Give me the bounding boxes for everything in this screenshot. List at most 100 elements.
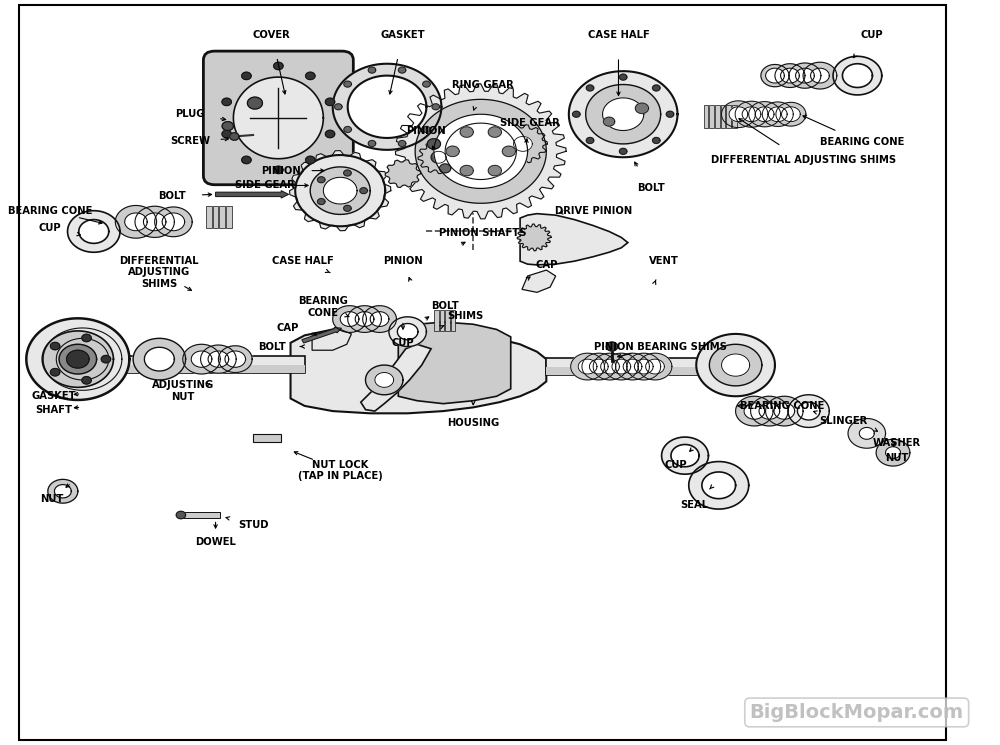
Polygon shape [344,170,351,176]
Polygon shape [729,107,748,121]
Polygon shape [115,206,157,238]
Polygon shape [125,213,147,231]
Polygon shape [361,344,431,411]
Polygon shape [759,403,780,419]
Bar [181,512,220,518]
Text: STUD: STUD [238,520,268,530]
Polygon shape [333,305,366,332]
Polygon shape [586,84,661,144]
Polygon shape [56,338,109,380]
Polygon shape [344,127,351,133]
Polygon shape [502,146,515,156]
Polygon shape [385,159,421,188]
Text: PLUG: PLUG [176,110,205,119]
Text: GASKET: GASKET [381,30,425,39]
Bar [445,310,450,331]
Text: SHIMS: SHIMS [448,311,484,321]
Polygon shape [775,64,805,87]
Polygon shape [662,437,708,474]
Text: BEARING CONE: BEARING CONE [820,137,904,148]
FancyArrow shape [216,191,289,198]
Polygon shape [788,395,829,428]
Polygon shape [842,64,872,87]
Text: BOLT: BOLT [431,301,459,311]
Text: COVER: COVER [253,30,291,39]
Polygon shape [434,114,528,188]
Polygon shape [363,305,396,332]
Polygon shape [306,72,315,80]
Polygon shape [460,127,473,137]
Polygon shape [616,353,649,380]
Polygon shape [774,403,795,419]
Polygon shape [766,396,803,426]
Polygon shape [191,351,212,367]
Polygon shape [781,69,799,83]
Polygon shape [653,85,660,91]
Text: CUP: CUP [860,30,883,39]
Text: PINION: PINION [383,256,423,266]
Polygon shape [101,355,111,363]
Polygon shape [797,402,820,420]
Polygon shape [796,69,814,83]
Bar [434,310,439,331]
Polygon shape [398,67,406,73]
Polygon shape [79,220,109,244]
Polygon shape [606,342,618,351]
Polygon shape [586,138,594,144]
Polygon shape [418,141,459,174]
Polygon shape [291,326,546,413]
Polygon shape [135,206,174,238]
Text: CUP: CUP [38,223,61,232]
Polygon shape [666,111,674,117]
Text: HOUSING: HOUSING [447,418,499,428]
Polygon shape [82,377,91,384]
Polygon shape [368,141,376,147]
Polygon shape [222,121,233,130]
Polygon shape [143,213,166,231]
Polygon shape [335,104,342,110]
Polygon shape [201,345,236,373]
Polygon shape [627,353,661,380]
Polygon shape [355,311,374,326]
Polygon shape [427,139,440,149]
Polygon shape [514,136,532,151]
Polygon shape [789,63,821,88]
Polygon shape [312,329,351,350]
Polygon shape [571,353,604,380]
Polygon shape [445,123,516,180]
Polygon shape [395,83,566,219]
Polygon shape [274,166,283,174]
Text: DRIVE PINION: DRIVE PINION [555,206,632,216]
Text: NUT: NUT [885,453,908,463]
Text: SLINGER: SLINGER [819,416,867,425]
Polygon shape [43,328,122,390]
Text: PINION SHAFTS: PINION SHAFTS [439,228,526,238]
Polygon shape [744,403,765,419]
Polygon shape [671,445,699,467]
Polygon shape [360,188,367,194]
Polygon shape [375,372,394,387]
Text: BEARING CONE: BEARING CONE [740,401,825,411]
Polygon shape [859,428,874,440]
Text: SEAL: SEAL [680,500,708,510]
Text: WASHER: WASHER [873,438,921,448]
Bar [546,358,734,375]
Polygon shape [274,63,283,70]
Polygon shape [751,396,788,426]
Polygon shape [318,177,325,183]
Polygon shape [623,359,642,374]
Polygon shape [155,207,192,237]
Polygon shape [432,104,440,110]
Polygon shape [517,224,551,251]
Polygon shape [762,102,793,127]
Polygon shape [635,103,648,113]
Polygon shape [460,165,473,176]
Text: NUT: NUT [40,494,63,504]
Polygon shape [742,107,761,121]
Polygon shape [446,146,459,156]
Polygon shape [619,148,627,154]
Polygon shape [344,81,351,87]
Text: CAP: CAP [277,323,299,333]
Polygon shape [653,138,660,144]
Text: SHAFT: SHAFT [35,405,72,415]
